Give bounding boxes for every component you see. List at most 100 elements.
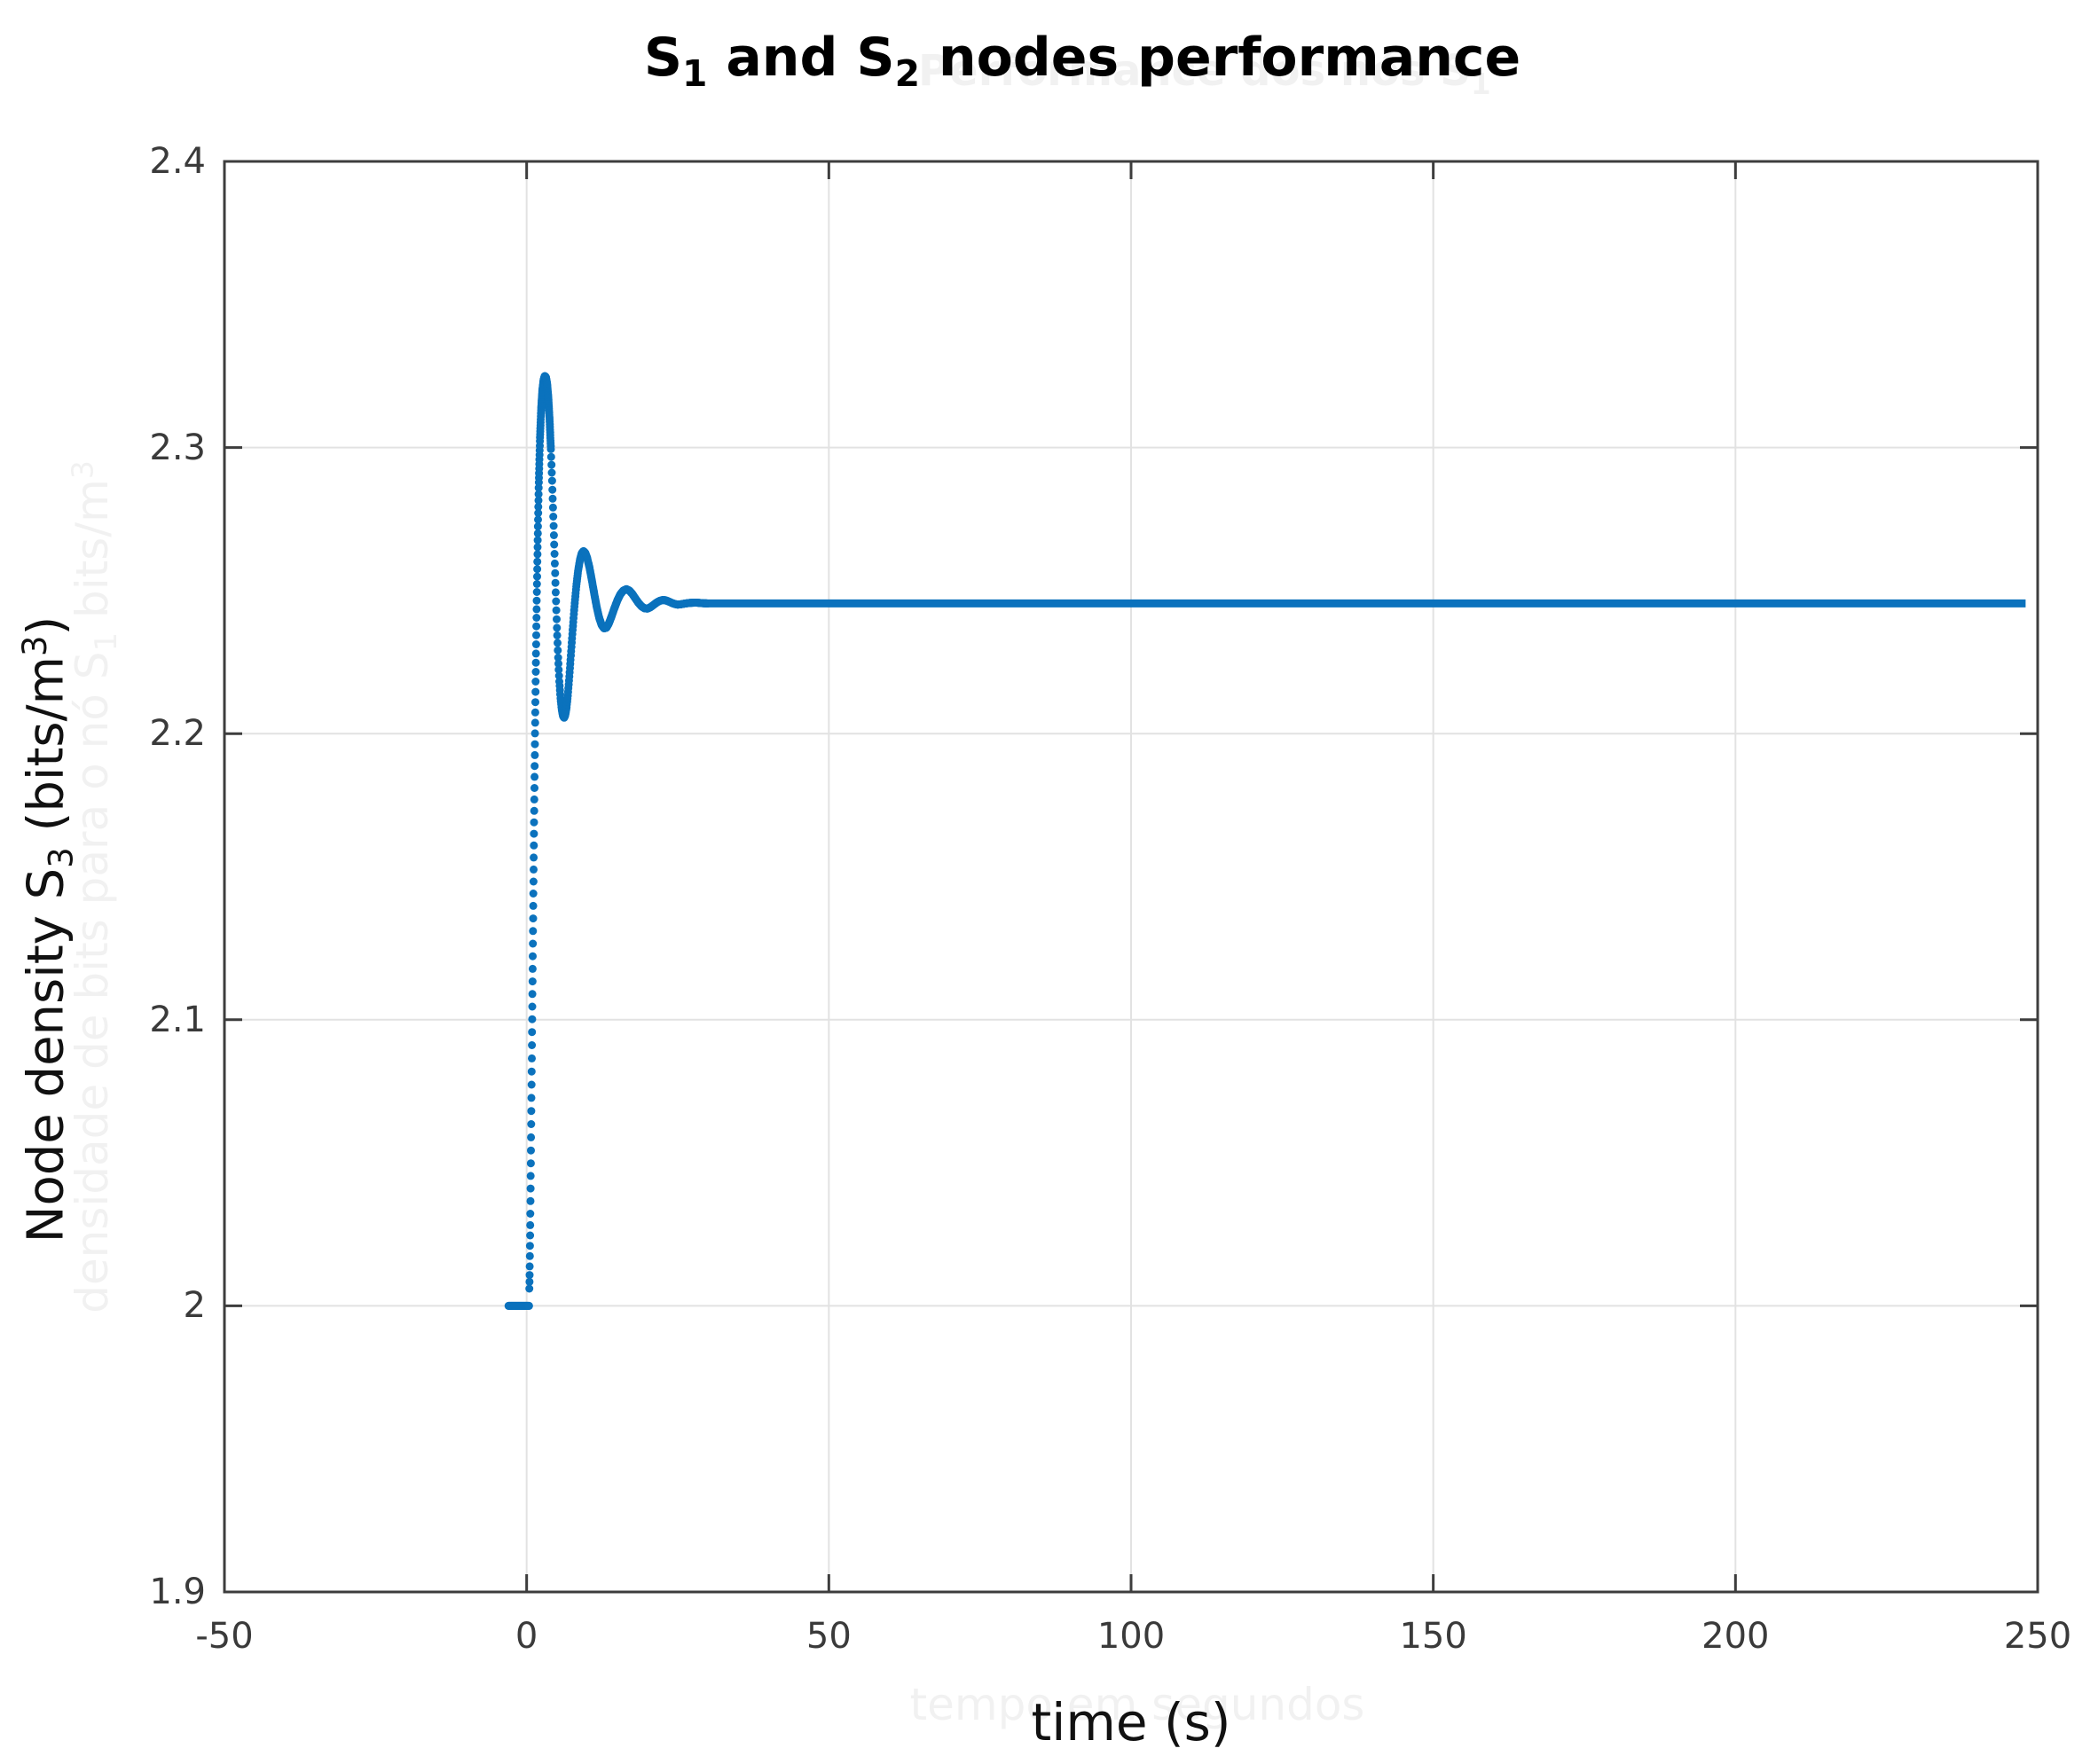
curve-marker-dot: [533, 536, 542, 545]
y-tick-label: 1.9: [149, 1572, 206, 1612]
curve-marker-dot: [528, 964, 537, 973]
curve-marker-dot: [530, 740, 539, 749]
curve-marker-dot: [525, 1251, 534, 1260]
curve-marker-dot: [547, 468, 556, 477]
curve-marker-dot: [530, 784, 538, 792]
curve-marker-dot: [526, 1210, 535, 1218]
curve-marker-dot: [548, 494, 557, 503]
curve-marker-dot: [532, 588, 541, 596]
curve-marker-dot: [554, 659, 562, 668]
curve-marker-dot: [527, 1133, 536, 1141]
curve-marker-dot: [530, 806, 538, 815]
curve-marker-dot: [532, 622, 541, 631]
ylabel-subscript: 3: [42, 847, 81, 868]
curve-marker-dot: [550, 540, 559, 549]
curve-marker-dot: [526, 1172, 535, 1180]
curve-marker-dot: [534, 490, 543, 498]
curve-marker-dot: [528, 1028, 537, 1037]
curve-marker-dot: [551, 588, 560, 597]
curve-marker-dot: [530, 750, 539, 759]
curve-marker-dot: [524, 1301, 533, 1310]
curve-marker-dot: [526, 1159, 535, 1168]
curve-marker-dot: [552, 597, 561, 606]
curve-marker-dot: [534, 509, 543, 517]
x-tick-label: 200: [1701, 1616, 1770, 1657]
x-axis-label: time (s): [1031, 1692, 1231, 1752]
curve-marker-dot: [528, 990, 537, 999]
x-tick-label: -50: [195, 1616, 254, 1657]
curve-marker-dot: [531, 658, 540, 667]
curve-marker-dot: [532, 631, 540, 639]
curve-marker-dot: [533, 572, 541, 581]
curve-marker-dot: [525, 1271, 534, 1280]
curve-marker-dot: [530, 853, 538, 862]
title-s1: S: [643, 27, 683, 89]
curve-marker-dot: [526, 1231, 535, 1240]
y-tick-label: 2: [183, 1285, 206, 1327]
curve-marker-dot: [531, 640, 540, 648]
curve-marker-dot: [531, 698, 539, 707]
title-mid: and S: [707, 27, 895, 89]
curve-marker-dot: [526, 1184, 535, 1193]
curve-marker-dot: [527, 1120, 536, 1128]
curve-marker-dot: [525, 1277, 534, 1286]
curve-marker-dot: [528, 1002, 537, 1011]
curve-marker-dot: [546, 444, 555, 453]
curve-marker-dot: [527, 1067, 536, 1076]
title-s2-subscript: 2: [894, 52, 920, 96]
curve-marker-dot: [551, 568, 560, 577]
x-tick-label: 0: [515, 1616, 538, 1657]
curve-marker-dot: [548, 485, 557, 494]
curve-marker-dot: [530, 762, 539, 771]
curve-marker-dot: [553, 631, 562, 639]
curve-marker-dot: [528, 1015, 537, 1023]
x-tick-label: 50: [805, 1616, 852, 1657]
curve-marker-dot: [553, 623, 562, 632]
x-tick-label: 150: [1399, 1616, 1467, 1657]
curve-marker-dot: [525, 1284, 534, 1293]
curve-marker-dot: [528, 1041, 537, 1049]
x-tick-label: 250: [2003, 1616, 2072, 1657]
curve-marker-dot: [554, 654, 562, 662]
curve-marker-dot: [533, 522, 542, 531]
curve-marker-dot: [533, 557, 542, 566]
curve-marker-dot: [530, 865, 538, 874]
curve-marker-dot: [526, 1220, 535, 1229]
curve-marker-dot: [533, 543, 542, 552]
y-tick-label: 2.3: [149, 427, 206, 468]
curve-marker-dot: [554, 665, 563, 674]
curve-marker-dot: [547, 476, 556, 485]
title-rest: nodes performance: [919, 27, 1521, 89]
curve-marker-dot: [529, 914, 538, 923]
curve-marker-dot: [532, 580, 541, 588]
curve-marker-dot: [548, 503, 557, 512]
watermark-x-axis-label: tempo em segundos: [909, 1679, 1365, 1730]
curve-marker-dot: [528, 977, 537, 986]
curve-marker-dot: [525, 1242, 534, 1250]
curve-marker-dot: [549, 521, 558, 530]
curve-marker-dot: [533, 565, 542, 574]
watermark-title-text: Performance dos nós S: [918, 46, 1471, 96]
curve-marker-dot: [530, 795, 538, 804]
curve-marker-dot: [529, 890, 538, 898]
title-s1-subscript: 1: [682, 52, 708, 96]
curve-marker-dot: [530, 729, 539, 738]
curve-marker-dot: [527, 1080, 536, 1089]
curve-marker-dot: [525, 1262, 534, 1271]
curve-marker-dot: [546, 452, 555, 461]
curve-marker-dot: [549, 531, 558, 539]
y-tick-label: 2.2: [149, 713, 206, 755]
curve-markers: [504, 372, 712, 1310]
ylabel-close-paren: ): [17, 615, 75, 636]
curve-marker-dot: [528, 1054, 536, 1062]
curve-marker-dot: [532, 614, 541, 622]
curve-marker-dot: [529, 877, 538, 886]
curve-marker-dot: [554, 671, 563, 680]
curve-marker-dot: [531, 668, 540, 676]
curve-marker-dot: [552, 606, 561, 615]
ylabel-superscript: 3: [16, 635, 55, 656]
curve-marker-dot: [534, 502, 543, 511]
curve-marker-dot: [529, 927, 538, 936]
